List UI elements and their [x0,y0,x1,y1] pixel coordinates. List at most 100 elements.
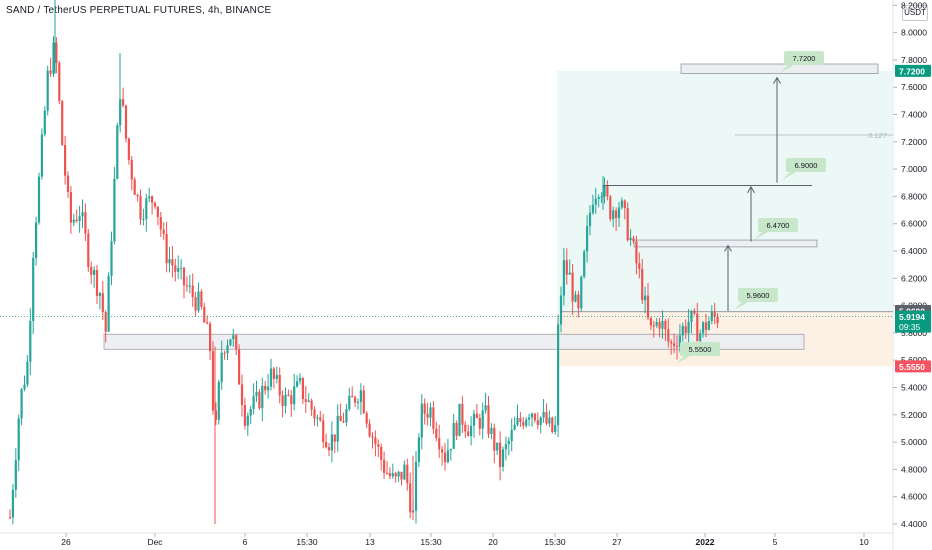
candle-body [316,417,319,419]
candle [597,194,600,208]
candle-body [17,418,20,461]
candle-body [243,405,246,426]
candle [632,235,635,244]
price-callout-label: 7.7200 [793,54,816,63]
candle [513,416,516,431]
candle [423,398,426,425]
candle [510,418,513,452]
price-tag-countdown: 09:35 [899,322,921,332]
candle-body [133,179,136,195]
candle-body [629,237,632,241]
candle-body [565,260,568,275]
time-tick-label: 6 [243,537,248,547]
candle-body [339,415,342,422]
candle-body [475,413,478,419]
candle [441,446,444,466]
candle [333,434,336,454]
candle [69,186,72,235]
candle-body [397,471,400,477]
candle [290,390,293,417]
candle-body [261,385,264,409]
candle [394,471,397,483]
price-tick-label: 4.4000 [901,519,927,529]
candle [667,318,670,348]
candle-body [58,62,61,102]
candle-body [655,322,658,326]
candle [644,286,647,314]
target-zone [557,70,893,312]
candle-body [11,489,14,518]
candle [209,321,212,361]
time-tick-label: 5 [773,537,778,547]
candle [49,57,52,77]
candle [487,396,490,438]
candle [55,37,58,74]
candle-body [423,403,426,414]
candle [429,402,432,427]
price-callout-box [784,51,824,65]
candle-body [104,312,107,332]
candle [356,398,360,410]
candle-body [194,297,197,311]
candle [684,319,687,339]
candle [145,193,148,232]
candle [32,251,35,335]
candle-body [426,413,429,418]
candle [501,446,505,472]
candle [81,199,84,228]
candle-body [159,217,162,230]
candle-body [153,202,157,207]
candle [301,377,304,404]
candle-body [206,322,209,324]
candle-body [226,345,229,354]
candle [177,255,180,280]
price-callout-box [786,158,826,172]
currency-unit-button[interactable]: USDT [902,5,928,21]
candle [246,412,249,436]
candle-body [441,449,444,453]
price-tag-box [895,64,931,77]
price-tick-label: 5.4000 [901,383,927,393]
candle-body [127,138,130,160]
candle [98,291,101,310]
candle [516,404,519,427]
candle-body [484,405,487,411]
candle [72,213,75,227]
candle [678,324,681,353]
candle [472,409,476,438]
candle-body [632,237,635,242]
candle-body [113,178,116,242]
candle-body [620,200,623,208]
candle-body [699,333,702,342]
candle [522,416,525,430]
candle [414,450,418,524]
candle-body [414,461,418,511]
price-callout-pointer [676,356,690,364]
candle [559,286,563,333]
candle [391,463,394,479]
candle [641,258,644,304]
candle-body [197,291,200,311]
chart-title: SAND / TetherUS PERPETUAL FUTURES, 4h, B… [6,5,272,16]
candle-body [304,399,307,402]
candle [470,416,473,446]
candle-body [101,293,104,313]
candle [652,320,655,338]
candle-body [420,403,423,438]
candle [35,216,38,266]
candle-body [281,395,284,407]
candle [101,281,104,321]
candle-body [597,197,600,199]
candle [565,248,568,285]
candle-body [214,410,217,420]
candle [507,437,510,456]
candle [238,344,241,385]
candle [464,421,467,438]
candle-body [342,421,345,423]
candle [272,366,275,389]
candle [23,375,26,392]
candle [255,380,258,402]
candle-body [499,442,502,467]
candle [194,291,197,317]
